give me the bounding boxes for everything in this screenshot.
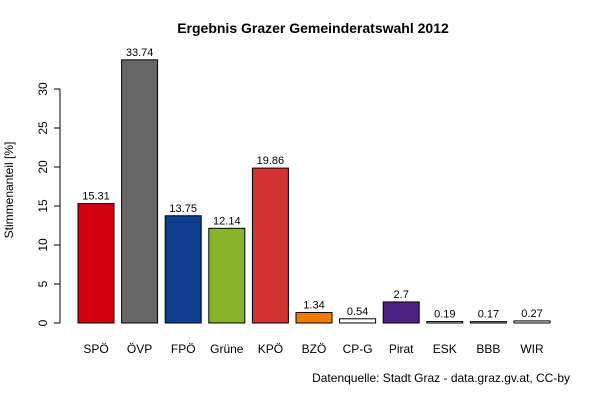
bar-value-label: 0.54 — [347, 306, 368, 318]
x-tick-label: ESK — [433, 342, 457, 356]
y-tick-label: 5 — [36, 280, 50, 287]
bar-value-label: 12.14 — [213, 215, 241, 227]
x-tick-label: WIR — [520, 342, 544, 356]
x-tick-label: Pirat — [389, 342, 414, 356]
bar-value-label: 19.86 — [257, 155, 285, 167]
y-tick-label: 10 — [36, 238, 50, 252]
bar-SPÖ — [77, 203, 115, 324]
y-axis: 0 5 10 15 20 25 30 — [36, 82, 61, 326]
x-tick-label: BBB — [476, 342, 500, 356]
bar-value-label: 0.27 — [521, 308, 542, 320]
bar-ESK — [426, 321, 464, 324]
bar-ÖVP — [121, 59, 159, 324]
bar-value-label: 13.75 — [169, 203, 197, 215]
y-axis-label: Stimmenanteil [%] — [2, 142, 16, 239]
chart-title: Ergebnis Grazer Gemeinderatswahl 2012 — [177, 20, 449, 36]
x-tick-labels: SPÖ ÖVP FPÖ Grüne KPÖ BZÖ CP-G Pirat ESK BBB WIR — [83, 342, 544, 356]
bar-BBB — [469, 321, 507, 324]
bar-value-label: 33.74 — [126, 47, 154, 59]
x-tick-label: CP-G — [343, 342, 373, 356]
y-tick-label: 25 — [36, 121, 50, 135]
bar-BZÖ — [295, 312, 333, 324]
bar-value-label: 1.34 — [303, 300, 324, 312]
x-tick-label: ÖVP — [127, 342, 152, 356]
x-tick-label: FPÖ — [171, 342, 196, 356]
bar-value-label: 2.7 — [394, 289, 409, 301]
bar-value-label: 15.31 — [82, 191, 110, 203]
y-tick-label: 30 — [36, 82, 50, 96]
x-tick-label: KPÖ — [258, 342, 283, 356]
bar-KPÖ — [251, 167, 289, 324]
x-tick-label: Grüne — [210, 342, 244, 356]
bar-value-labels: 15.31 33.74 13.75 12.14 19.86 1.34 0.54 2.7 0.19… — [82, 47, 542, 321]
bar-FPÖ — [164, 215, 202, 324]
x-tick-label: SPÖ — [83, 342, 108, 356]
bar-value-label: 0.17 — [478, 309, 499, 321]
bar-Pirat — [382, 301, 420, 324]
bar-WIR — [513, 320, 551, 324]
x-tick-label: BZÖ — [302, 342, 327, 356]
y-tick-label: 15 — [36, 199, 50, 213]
bars-group — [77, 59, 551, 324]
y-tick-label: 0 — [36, 319, 50, 326]
bar-value-label: 0.19 — [434, 309, 455, 321]
source-note: Datenquelle: Stadt Graz - data.graz.gv.a… — [312, 371, 570, 385]
bar-Grüne — [208, 227, 246, 324]
bar-CP-G — [339, 318, 377, 324]
y-tick-label: 20 — [36, 160, 50, 174]
